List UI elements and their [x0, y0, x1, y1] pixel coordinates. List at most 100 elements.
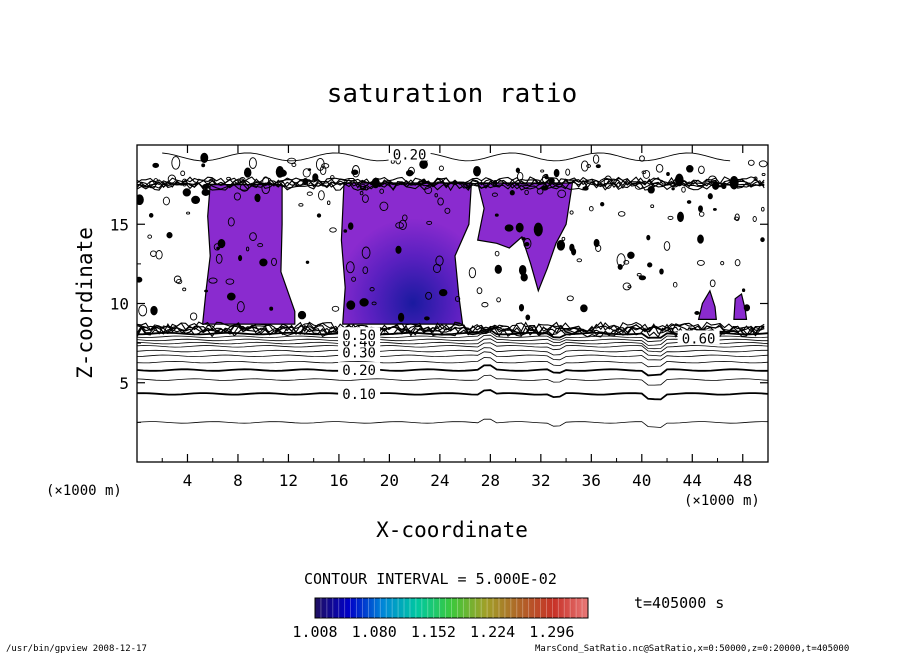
noise-blob — [225, 278, 235, 285]
noise-blob — [747, 159, 755, 166]
noise-blob — [521, 237, 526, 241]
chart-title: saturation ratio — [327, 79, 577, 109]
x-tick-label-9: 36 — [582, 471, 601, 490]
noise-blob — [405, 169, 414, 177]
noise-blob — [215, 253, 223, 264]
noise-blob — [600, 202, 605, 207]
contour-line-9 — [137, 338, 768, 350]
noise-blob — [636, 272, 642, 277]
noise-blob — [359, 190, 364, 196]
noise-blob — [655, 163, 664, 173]
supersaturated-region-1 — [201, 184, 296, 325]
noise-blob — [249, 232, 257, 241]
noise-blob — [291, 162, 297, 167]
noise-blob — [761, 172, 766, 177]
noise-blob — [588, 206, 594, 212]
noise-blob — [734, 213, 740, 222]
noise-blob — [523, 238, 532, 249]
noise-blob — [208, 178, 216, 186]
noise-blob — [186, 211, 191, 215]
colorbar — [314, 597, 589, 619]
x-tick-label-12: 48 — [733, 471, 752, 490]
noise-blob — [182, 287, 187, 292]
noise-blob — [617, 211, 626, 217]
noise-blob — [544, 173, 549, 178]
noise-blob — [243, 167, 252, 178]
contour-line-7 — [137, 347, 768, 357]
noise-blob — [623, 259, 630, 265]
noise-blob — [343, 229, 348, 233]
noise-blob — [150, 305, 158, 316]
noise-blob — [733, 216, 739, 221]
contour-line-3 — [137, 374, 768, 386]
x-axis-label: X-coordinate — [376, 518, 528, 542]
noise-blob — [721, 183, 727, 190]
noise-blob — [641, 170, 647, 175]
noise-blob — [297, 310, 307, 320]
noise-blob — [298, 203, 304, 207]
noise-blob — [262, 176, 270, 186]
noise-blob — [681, 186, 686, 193]
noise-blob — [677, 211, 684, 223]
noise-blob — [162, 196, 170, 206]
noise-blob — [674, 173, 684, 187]
noise-blob — [642, 169, 651, 179]
contour-line-1 — [137, 418, 768, 428]
noise-blob — [245, 246, 250, 252]
noise-blob — [520, 273, 528, 282]
noise-blob — [351, 276, 357, 282]
noise-blob — [362, 266, 369, 275]
noise-blob — [671, 187, 675, 191]
band-contour-1-6 — [137, 321, 765, 333]
noise-blob — [698, 205, 703, 213]
noise-blob — [547, 177, 555, 184]
noise-blob — [347, 222, 354, 230]
noise-blob — [634, 183, 643, 190]
x-tick-label-6: 24 — [430, 471, 449, 490]
noise-blob — [302, 178, 309, 185]
noise-blob — [239, 177, 246, 183]
x-tick-label-7: 28 — [481, 471, 500, 490]
noise-blob — [180, 170, 186, 177]
contour-line-4 — [137, 364, 768, 377]
noise-blob — [603, 175, 613, 189]
noise-blob — [201, 163, 206, 168]
noise-blob — [663, 241, 671, 251]
noise-blob — [741, 288, 746, 293]
noise-blob — [525, 314, 531, 321]
noise-blob — [371, 301, 377, 306]
noise-blob — [646, 234, 651, 241]
noise-blob — [734, 259, 741, 267]
noise-blob — [226, 176, 232, 181]
plot-area: 0.200.100.200.300.400.50 0.60 — [137, 146, 768, 428]
noise-blob — [259, 258, 268, 267]
noise-blob — [329, 227, 337, 233]
noise-blob — [667, 215, 674, 220]
contour-line-5 — [137, 357, 768, 368]
noise-blob — [189, 312, 198, 321]
noise-blob — [647, 262, 653, 268]
noise-blob — [686, 200, 692, 204]
noise-blob — [316, 213, 322, 218]
supersaturation-fills — [201, 182, 748, 325]
noise-blob — [494, 213, 499, 217]
noise-blob — [326, 200, 331, 205]
noise-blob — [595, 164, 601, 169]
noise-blob — [481, 302, 489, 308]
noise-blob — [712, 207, 717, 211]
noise-blob — [760, 237, 765, 243]
noise-blob — [359, 298, 369, 307]
noise-blob — [371, 177, 380, 189]
supersaturated-region-4 — [697, 289, 717, 320]
noise-blob — [361, 194, 369, 203]
noise-blob — [494, 250, 500, 257]
noise-blob — [698, 165, 705, 174]
noise-blob — [761, 206, 765, 212]
contour-line-12 — [137, 328, 768, 339]
noise-blob — [517, 171, 524, 181]
noise-blob — [434, 193, 438, 198]
contour-label-6: 0.50 — [342, 328, 376, 344]
noise-blob — [395, 222, 404, 229]
noise-blob — [504, 224, 514, 232]
